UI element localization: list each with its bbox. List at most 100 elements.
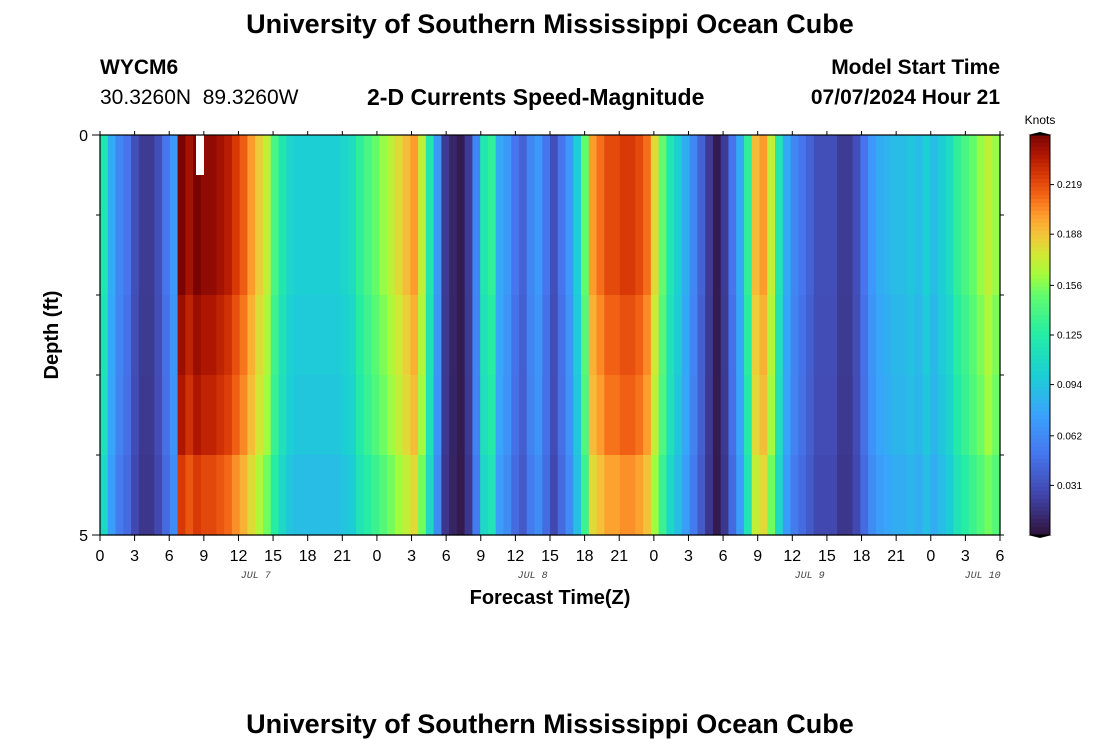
heatmap-cell <box>487 135 497 216</box>
heatmap-cell <box>394 375 404 456</box>
x-tick-label: 0 <box>96 548 105 565</box>
heatmap-cell <box>782 295 792 376</box>
heatmap-cell <box>332 455 342 536</box>
heatmap-cell <box>868 295 877 376</box>
heatmap-cell <box>542 295 551 376</box>
heatmap-cell <box>363 375 373 456</box>
heatmap-cell <box>154 455 163 536</box>
heatmap-cell <box>255 455 264 536</box>
heatmap-cell <box>146 295 155 376</box>
heatmap-cell <box>480 295 489 376</box>
heatmap-cell <box>596 455 605 536</box>
colorbar-segment <box>1030 475 1050 480</box>
heatmap-cell <box>720 295 730 376</box>
heatmap-cell <box>449 215 458 296</box>
heatmap-cell <box>961 455 970 536</box>
heatmap-cell <box>619 295 629 376</box>
heatmap-cell <box>332 295 342 376</box>
heatmap-cell <box>813 455 823 536</box>
x-tick-label: 6 <box>442 548 451 565</box>
heatmap-cell <box>844 455 854 536</box>
heatmap-cell <box>363 135 373 216</box>
heatmap-cell <box>829 135 838 216</box>
heatmap-cell <box>743 455 753 536</box>
colorbar-segment <box>1030 223 1050 228</box>
heatmap-cell <box>526 135 536 216</box>
heatmap-cell <box>650 375 660 456</box>
heatmap-cell <box>899 455 908 536</box>
heatmap-cell <box>348 215 357 296</box>
x-tick-label: 12 <box>230 548 248 565</box>
heatmap-cell <box>976 375 986 456</box>
model-start-value: 07/07/2024 Hour 21 <box>810 86 1000 109</box>
heatmap-cell <box>425 215 435 296</box>
colorbar-segment <box>1030 323 1050 328</box>
heatmap-cell <box>270 455 280 536</box>
heatmap-cell <box>736 215 745 296</box>
heatmap-cell <box>115 455 124 536</box>
heatmap-cell <box>968 135 978 216</box>
heatmap-cell <box>883 215 892 296</box>
heatmap-cell <box>588 215 598 296</box>
heatmap-cell <box>301 215 311 296</box>
heatmap-cell <box>107 455 117 536</box>
colorbar-segment <box>1030 451 1050 456</box>
heatmap-cell <box>379 295 388 376</box>
heatmap-cell <box>643 135 652 216</box>
colorbar-segment <box>1030 331 1050 336</box>
heatmap-cell <box>782 135 792 216</box>
heatmap-cell <box>262 215 272 296</box>
footer-title: University of Southern Mississippi Ocean… <box>246 709 854 739</box>
heatmap-cell <box>247 135 256 216</box>
heatmap-cell <box>798 215 807 296</box>
heatmap-cell <box>270 135 280 216</box>
heatmap-cell <box>301 455 311 536</box>
colorbar-segment <box>1030 371 1050 376</box>
heatmap-cell <box>860 295 869 376</box>
heatmap-cell <box>542 135 551 216</box>
heatmap-cell <box>604 295 613 376</box>
heatmap-cell <box>418 455 427 536</box>
heatmap-cell <box>200 295 210 376</box>
heatmap-cell <box>301 295 311 376</box>
heatmap-cell <box>782 215 792 296</box>
heatmap-cell <box>635 295 644 376</box>
heatmap-cell <box>309 455 318 536</box>
heatmap-cell <box>953 455 962 536</box>
heatmap-cell <box>231 135 241 216</box>
heatmap-cell <box>325 375 334 456</box>
station-coordinates: 30.3260N 89.3260W <box>100 86 299 109</box>
heatmap-cell <box>425 375 435 456</box>
heatmap-cell <box>953 375 962 456</box>
heatmap-cell <box>247 215 256 296</box>
heatmap-cell <box>317 455 326 536</box>
heatmap-cell <box>402 375 411 456</box>
heatmap-cell <box>239 455 249 536</box>
heatmap-cell <box>674 135 683 216</box>
heatmap-cell <box>542 455 551 536</box>
heatmap-cell <box>557 215 567 296</box>
heatmap-cell <box>689 455 699 536</box>
heatmap-cell <box>208 215 217 296</box>
heatmap-cell <box>433 135 442 216</box>
time-marker <box>196 135 204 175</box>
heatmap-cell <box>107 295 117 376</box>
heatmap-cell <box>131 375 140 456</box>
heatmap-cell <box>224 215 233 296</box>
heatmap-cell <box>526 215 536 296</box>
heatmap-cell <box>588 375 598 456</box>
colorbar-segment <box>1030 503 1050 508</box>
heatmap-cell <box>262 375 272 456</box>
colorbar-segment <box>1030 515 1050 520</box>
colorbar-cap-bottom <box>1028 535 1052 538</box>
heatmap-cell <box>402 295 411 376</box>
heatmap-cell <box>565 295 574 376</box>
heatmap-cell <box>844 295 854 376</box>
heatmap-cell <box>689 295 699 376</box>
colorbar-tick-label: 0.219 <box>1057 180 1082 191</box>
heatmap-cell <box>705 295 714 376</box>
x-tick-label: 9 <box>199 548 208 565</box>
colorbar-segment <box>1030 411 1050 416</box>
heatmap-cell <box>627 135 636 216</box>
heatmap-cell <box>643 455 652 536</box>
